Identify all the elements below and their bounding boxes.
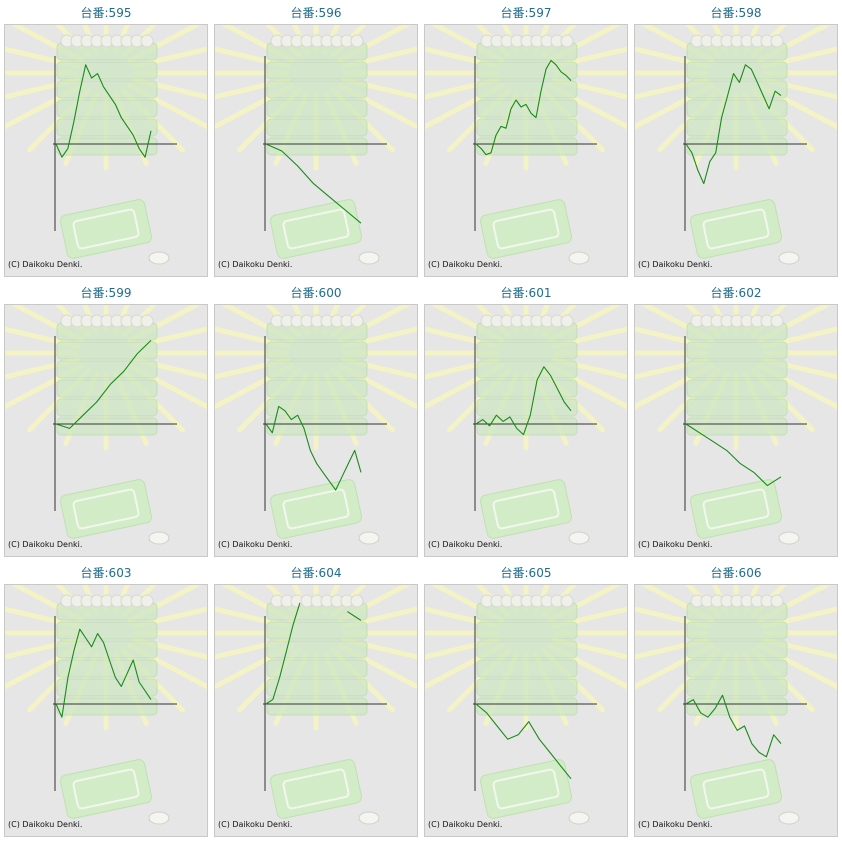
background-art (425, 585, 627, 825)
background-art (635, 25, 837, 265)
background-art (5, 585, 207, 825)
series-line (475, 59, 572, 156)
chart-svg (635, 305, 837, 545)
series-line (475, 703, 572, 780)
chart-svg (635, 585, 837, 825)
chart-title: 台番:600 (290, 286, 342, 300)
chart-title: 台番:601 (500, 286, 552, 300)
copyright-label: (C) Daikoku Denki. (218, 540, 293, 549)
chart-title: 台番:602 (710, 286, 762, 300)
chart-frame: (C) Daikoku Denki. (424, 304, 628, 557)
series-line (265, 602, 362, 705)
chart-title: 台番:605 (500, 566, 552, 580)
copyright-label: (C) Daikoku Denki. (638, 540, 713, 549)
chart-svg (5, 305, 207, 545)
chart-title: 台番:595 (80, 6, 132, 20)
chart-frame: (C) Daikoku Denki. (424, 584, 628, 837)
chart-frame: (C) Daikoku Denki. (634, 584, 838, 837)
chart-svg (635, 25, 837, 265)
chart-panel-606: 台番:606 (C) Daikoku Denki. (634, 562, 838, 837)
chart-frame: (C) Daikoku Denki. (214, 24, 418, 277)
series-line (685, 64, 782, 185)
chart-svg (5, 585, 207, 825)
series-line (685, 694, 782, 758)
chart-panel-604: 台番:604 (C) Daikoku Denki. (214, 562, 418, 837)
chart-title: 台番:596 (290, 6, 342, 20)
chart-frame: (C) Daikoku Denki. (4, 24, 208, 277)
chart-svg (425, 25, 627, 265)
chart-panel-597: 台番:597 (C) Daikoku Denki. (424, 2, 628, 277)
chart-svg (215, 305, 417, 545)
chart-panel-605: 台番:605 (C) Daikoku Denki. (424, 562, 628, 837)
copyright-label: (C) Daikoku Denki. (8, 260, 83, 269)
background-art (635, 585, 837, 825)
chart-svg (215, 585, 417, 825)
background-art (5, 25, 207, 265)
copyright-label: (C) Daikoku Denki. (638, 820, 713, 829)
background-art (215, 25, 417, 265)
chart-frame: (C) Daikoku Denki. (634, 24, 838, 277)
series-line (55, 64, 152, 158)
background-art (5, 305, 207, 545)
copyright-label: (C) Daikoku Denki. (428, 260, 503, 269)
chart-title: 台番:598 (710, 6, 762, 20)
copyright-label: (C) Daikoku Denki. (428, 820, 503, 829)
chart-title: 台番:606 (710, 566, 762, 580)
background-art (635, 305, 837, 545)
copyright-label: (C) Daikoku Denki. (428, 540, 503, 549)
chart-panel-601: 台番:601 (C) Daikoku Denki. (424, 282, 628, 557)
series-line (265, 143, 362, 224)
copyright-label: (C) Daikoku Denki. (218, 260, 293, 269)
chart-title: 台番:599 (80, 286, 132, 300)
series-line (265, 405, 362, 491)
copyright-label: (C) Daikoku Denki. (8, 820, 83, 829)
chart-frame: (C) Daikoku Denki. (424, 24, 628, 277)
series-line (55, 340, 152, 429)
background-art (425, 25, 627, 265)
chart-frame: (C) Daikoku Denki. (214, 304, 418, 557)
background-art (215, 585, 417, 825)
chart-svg (5, 25, 207, 265)
chart-panel-599: 台番:599 (C) Daikoku Denki. (4, 282, 208, 557)
chart-panel-602: 台番:602 (C) Daikoku Denki. (634, 282, 838, 557)
chart-panel-598: 台番:598 (C) Daikoku Denki. (634, 2, 838, 277)
copyright-label: (C) Daikoku Denki. (218, 820, 293, 829)
background-art (215, 305, 417, 545)
chart-panel-596: 台番:596 (C) Daikoku Denki. (214, 2, 418, 277)
chart-panel-603: 台番:603 (C) Daikoku Denki. (4, 562, 208, 837)
series-line (685, 423, 782, 487)
chart-frame: (C) Daikoku Denki. (4, 304, 208, 557)
copyright-label: (C) Daikoku Denki. (8, 540, 83, 549)
chart-frame: (C) Daikoku Denki. (214, 584, 418, 837)
chart-title: 台番:597 (500, 6, 552, 20)
chart-svg (215, 25, 417, 265)
chart-title: 台番:604 (290, 566, 342, 580)
chart-frame: (C) Daikoku Denki. (4, 584, 208, 837)
chart-frame: (C) Daikoku Denki. (634, 304, 838, 557)
copyright-label: (C) Daikoku Denki. (638, 260, 713, 269)
series-line (475, 366, 572, 436)
chart-svg (425, 585, 627, 825)
chart-svg (425, 305, 627, 545)
chart-title: 台番:603 (80, 566, 132, 580)
chart-panel-595: 台番:595 (C) Daikoku Denki. (4, 2, 208, 277)
chart-panel-600: 台番:600 (C) Daikoku Denki. (214, 282, 418, 557)
series-line (55, 628, 152, 718)
